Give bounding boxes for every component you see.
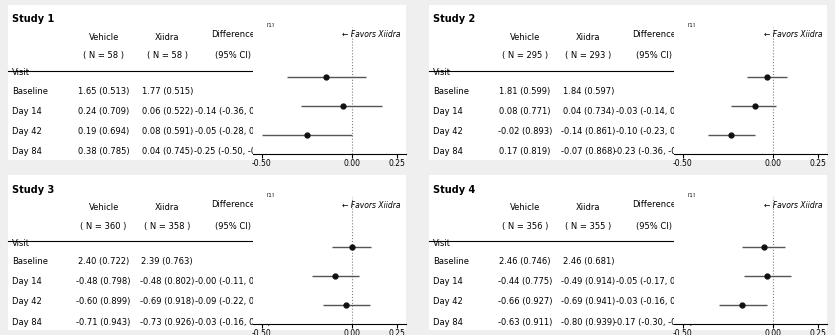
Text: Visit: Visit xyxy=(13,239,30,248)
Text: Day 84: Day 84 xyxy=(433,147,463,156)
Text: -0.48 (0.798): -0.48 (0.798) xyxy=(77,277,131,286)
Text: -0.05 (-0.17, 0.07): -0.05 (-0.17, 0.07) xyxy=(616,277,691,286)
Text: -0.02 (0.893): -0.02 (0.893) xyxy=(498,127,552,136)
Text: Xiidra: Xiidra xyxy=(576,203,600,212)
Text: -0.73 (0.926): -0.73 (0.926) xyxy=(140,318,195,327)
Text: Difference: Difference xyxy=(210,30,255,39)
Text: 1.65 (0.513): 1.65 (0.513) xyxy=(78,87,129,96)
Text: [1]: [1] xyxy=(266,22,275,27)
Text: -0.48 (0.802): -0.48 (0.802) xyxy=(140,277,195,286)
Text: ( N = 295 ): ( N = 295 ) xyxy=(502,52,548,60)
Text: Xiidra: Xiidra xyxy=(155,203,180,212)
Text: ( N = 58 ): ( N = 58 ) xyxy=(147,52,188,60)
Text: (95% CI): (95% CI) xyxy=(636,222,672,231)
Text: -0.03 (-0.16, 0.10): -0.03 (-0.16, 0.10) xyxy=(616,297,691,307)
Text: 2.46 (0.681): 2.46 (0.681) xyxy=(563,257,614,266)
Text: -0.49 (0.914): -0.49 (0.914) xyxy=(561,277,615,286)
Text: -0.25 (-0.50, -0.00): -0.25 (-0.50, -0.00) xyxy=(194,147,272,156)
Text: -0.60 (0.899): -0.60 (0.899) xyxy=(77,297,131,307)
Text: Vehicle: Vehicle xyxy=(509,203,540,212)
Text: -0.80 (0.939): -0.80 (0.939) xyxy=(561,318,615,327)
Text: -0.14 (0.861): -0.14 (0.861) xyxy=(561,127,615,136)
Text: -0.66 (0.927): -0.66 (0.927) xyxy=(498,297,552,307)
Text: Vehicle: Vehicle xyxy=(89,203,119,212)
Text: 0.08 (0.771): 0.08 (0.771) xyxy=(499,107,550,116)
Text: Vehicle: Vehicle xyxy=(89,33,119,42)
Text: 0.38 (0.785): 0.38 (0.785) xyxy=(78,147,129,156)
Text: 0.04 (0.734): 0.04 (0.734) xyxy=(563,107,614,116)
Text: -0.44 (0.775): -0.44 (0.775) xyxy=(498,277,552,286)
Text: 1.77 (0.515): 1.77 (0.515) xyxy=(142,87,193,96)
Text: 1.81 (0.599): 1.81 (0.599) xyxy=(499,87,550,96)
Text: Visit: Visit xyxy=(13,68,30,77)
Text: Day 14: Day 14 xyxy=(433,107,463,116)
Text: Baseline: Baseline xyxy=(433,87,469,96)
Text: Day 42: Day 42 xyxy=(13,297,42,307)
Text: ( N = 293 ): ( N = 293 ) xyxy=(565,52,611,60)
Text: Xiidra: Xiidra xyxy=(155,33,180,42)
Text: Day 14: Day 14 xyxy=(13,277,42,286)
Text: Xiidra: Xiidra xyxy=(576,33,600,42)
Text: 0.17 (0.819): 0.17 (0.819) xyxy=(499,147,550,156)
Text: Day 84: Day 84 xyxy=(13,147,43,156)
Text: -0.09 (-0.22, 0.04): -0.09 (-0.22, 0.04) xyxy=(195,297,271,307)
Text: -0.03 (-0.16, 0.10): -0.03 (-0.16, 0.10) xyxy=(195,318,271,327)
Text: Day 42: Day 42 xyxy=(433,297,463,307)
Text: [1]: [1] xyxy=(688,22,696,27)
Text: Day 14: Day 14 xyxy=(13,107,42,116)
Text: [1]: [1] xyxy=(266,192,275,197)
Text: Day 14: Day 14 xyxy=(433,277,463,286)
Text: ( N = 360 ): ( N = 360 ) xyxy=(80,222,127,231)
Text: 0.19 (0.694): 0.19 (0.694) xyxy=(78,127,129,136)
Text: Study 2: Study 2 xyxy=(433,14,476,24)
Text: Baseline: Baseline xyxy=(13,87,48,96)
Text: -0.71 (0.943): -0.71 (0.943) xyxy=(77,318,131,327)
Text: 2.39 (0.763): 2.39 (0.763) xyxy=(141,257,193,266)
Text: 0.06 (0.522): 0.06 (0.522) xyxy=(142,107,193,116)
Text: Study 3: Study 3 xyxy=(13,185,54,195)
Text: Study 1: Study 1 xyxy=(13,14,54,24)
Text: Baseline: Baseline xyxy=(433,257,469,266)
Text: -0.63 (0.911): -0.63 (0.911) xyxy=(498,318,552,327)
Text: Visit: Visit xyxy=(433,239,452,248)
Text: Study 4: Study 4 xyxy=(433,185,476,195)
Text: Difference: Difference xyxy=(632,200,676,209)
Text: Vehicle: Vehicle xyxy=(509,33,540,42)
Text: 1.84 (0.597): 1.84 (0.597) xyxy=(563,87,614,96)
Text: 0.08 (0.591): 0.08 (0.591) xyxy=(142,127,193,136)
Text: ( N = 58 ): ( N = 58 ) xyxy=(84,52,124,60)
Text: -0.23 (-0.36, -0.10): -0.23 (-0.36, -0.10) xyxy=(615,147,693,156)
Text: 2.46 (0.746): 2.46 (0.746) xyxy=(499,257,550,266)
Text: Day 84: Day 84 xyxy=(13,318,43,327)
Text: Difference: Difference xyxy=(632,30,676,39)
Text: Day 42: Day 42 xyxy=(13,127,42,136)
Text: 2.40 (0.722): 2.40 (0.722) xyxy=(78,257,129,266)
Text: -0.69 (0.918): -0.69 (0.918) xyxy=(140,297,195,307)
Text: Day 84: Day 84 xyxy=(433,318,463,327)
Text: -0.10 (-0.23, 0.02): -0.10 (-0.23, 0.02) xyxy=(616,127,691,136)
Text: Difference: Difference xyxy=(210,200,255,209)
Text: -0.17 (-0.30, -0.03): -0.17 (-0.30, -0.03) xyxy=(615,318,693,327)
Text: (95% CI): (95% CI) xyxy=(636,52,672,60)
Text: (95% CI): (95% CI) xyxy=(215,52,250,60)
Text: Baseline: Baseline xyxy=(13,257,48,266)
Text: -0.05 (-0.28, 0.17): -0.05 (-0.28, 0.17) xyxy=(195,127,271,136)
Text: ( N = 355 ): ( N = 355 ) xyxy=(565,222,611,231)
Text: (95% CI): (95% CI) xyxy=(215,222,250,231)
Text: -0.07 (0.868): -0.07 (0.868) xyxy=(561,147,615,156)
Text: Day 42: Day 42 xyxy=(433,127,463,136)
Text: -0.14 (-0.36, 0.08): -0.14 (-0.36, 0.08) xyxy=(195,107,271,116)
Text: -0.00 (-0.11, 0.11): -0.00 (-0.11, 0.11) xyxy=(195,277,271,286)
Text: 0.04 (0.745): 0.04 (0.745) xyxy=(142,147,193,156)
Text: Visit: Visit xyxy=(433,68,452,77)
Text: ( N = 356 ): ( N = 356 ) xyxy=(502,222,548,231)
Text: [1]: [1] xyxy=(688,192,696,197)
Text: ( N = 358 ): ( N = 358 ) xyxy=(144,222,190,231)
Text: 0.24 (0.709): 0.24 (0.709) xyxy=(78,107,129,116)
Text: -0.03 (-0.14, 0.08): -0.03 (-0.14, 0.08) xyxy=(616,107,691,116)
Text: -0.69 (0.941): -0.69 (0.941) xyxy=(561,297,615,307)
